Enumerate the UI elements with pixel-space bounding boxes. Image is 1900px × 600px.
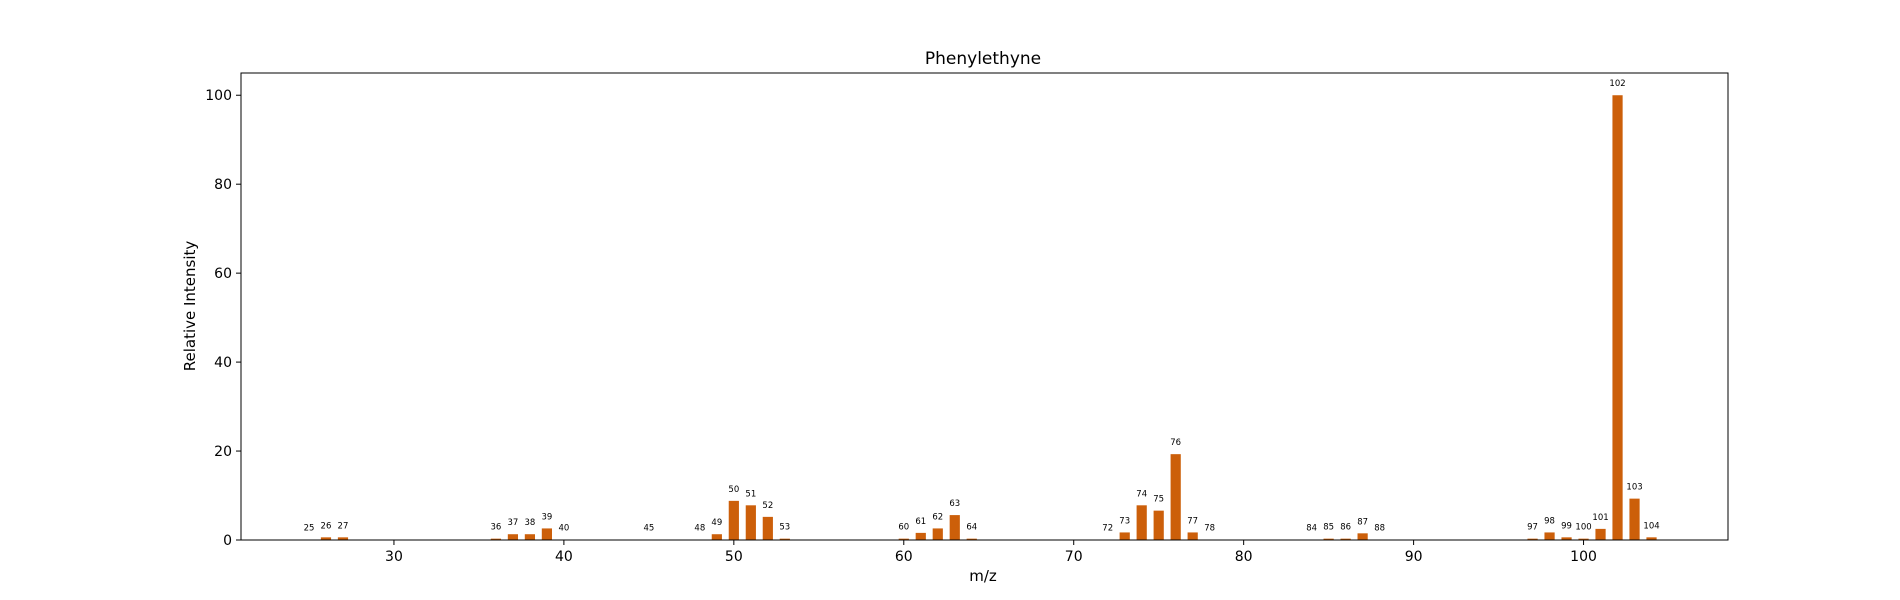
bar-label: 52 (762, 501, 773, 511)
bar (1136, 505, 1147, 540)
y-axis-title: Relative Intensity (181, 241, 199, 372)
bar (1357, 533, 1368, 540)
bar-label: 48 (694, 524, 705, 534)
bar (966, 538, 977, 540)
x-axis-title: m/z (969, 567, 997, 585)
bar (1578, 538, 1589, 540)
bar-label: 84 (1306, 524, 1317, 534)
bar (1544, 532, 1555, 540)
bar-label: 50 (728, 485, 739, 495)
bar (1595, 528, 1606, 540)
x-tick-label: 70 (1065, 549, 1083, 565)
bar (1340, 538, 1351, 540)
y-tick-label: 40 (214, 355, 232, 371)
y-axis-ticks: 0 20 40 60 80 100 (205, 88, 241, 549)
bar-label: 25 (304, 524, 315, 534)
y-tick-label: 20 (214, 444, 232, 460)
bar-label: 99 (1561, 521, 1572, 531)
x-tick-label: 60 (895, 549, 913, 565)
bar (728, 500, 739, 540)
bar (1323, 538, 1334, 540)
bar (1153, 510, 1164, 540)
bars-group (303, 95, 1657, 540)
bar-labels-group: 25 26 27 36 37 38 39 40 45 48 49 50 51 52 53 60 61 62 63 64… (304, 79, 1660, 533)
bar (711, 534, 722, 540)
y-tick-label: 60 (214, 266, 232, 282)
bar-label: 63 (949, 499, 960, 509)
bar-label: 74 (1136, 489, 1147, 499)
bar-label: 49 (711, 518, 722, 528)
bar-label: 103 (1626, 483, 1642, 493)
bar (949, 515, 960, 540)
bar-label: 102 (1609, 79, 1625, 89)
bar-label: 27 (338, 521, 349, 531)
bar-label: 104 (1643, 521, 1659, 531)
plot-frame (240, 72, 1729, 541)
bar-label: 38 (524, 518, 535, 528)
y-tick-label: 80 (214, 177, 232, 193)
bar-label: 45 (643, 524, 654, 534)
x-tick-label: 100 (1570, 549, 1597, 565)
bar-label: 86 (1340, 523, 1351, 533)
bar-label: 77 (1187, 516, 1198, 526)
bar-label: 51 (745, 489, 756, 499)
bar (932, 528, 943, 540)
bar (1170, 454, 1181, 540)
bar (745, 505, 756, 540)
bar-label: 75 (1153, 495, 1164, 505)
bar (898, 538, 909, 540)
bar-label: 39 (541, 512, 552, 522)
bar (507, 534, 519, 540)
bar-label: 36 (491, 523, 502, 533)
bar-label: 76 (1170, 438, 1181, 448)
bar-label: 97 (1527, 523, 1538, 533)
bar-label: 100 (1575, 523, 1591, 533)
bar-label: 53 (779, 523, 790, 533)
bar (320, 537, 332, 540)
bar (1629, 498, 1640, 540)
x-tick-label: 50 (725, 549, 743, 565)
bar-label: 64 (966, 523, 977, 533)
bar-label: 87 (1357, 517, 1368, 527)
bar-label: 85 (1323, 523, 1334, 533)
bar (1646, 537, 1657, 540)
x-tick-label: 40 (555, 549, 573, 565)
bar-label: 73 (1119, 516, 1130, 526)
bar-label: 61 (915, 517, 926, 527)
x-tick-label: 30 (385, 549, 403, 565)
bar (779, 538, 790, 540)
bar-label: 37 (507, 518, 518, 528)
bar (1612, 95, 1623, 540)
x-tick-label: 90 (1405, 549, 1423, 565)
bar-label: 62 (932, 512, 943, 522)
bar (337, 537, 349, 540)
bar-label: 98 (1544, 516, 1555, 526)
bar (1561, 537, 1572, 540)
x-tick-label: 80 (1235, 549, 1253, 565)
bar-label: 26 (321, 521, 332, 531)
bar-label: 101 (1592, 513, 1608, 523)
bar (1119, 532, 1130, 540)
y-tick-label: 100 (205, 88, 232, 104)
bar (524, 534, 536, 540)
bar (1527, 538, 1538, 540)
bar (762, 516, 773, 540)
bar-label: 72 (1102, 524, 1113, 534)
bar-label: 60 (898, 523, 909, 533)
bar-label: 88 (1374, 524, 1385, 534)
bar (1187, 532, 1198, 540)
chart-title: Phenylethyne (925, 49, 1041, 69)
y-tick-label: 0 (223, 533, 232, 549)
bar (490, 538, 502, 540)
bar (541, 528, 552, 540)
x-axis-ticks: 30 40 50 60 70 80 90 100 (385, 540, 1597, 565)
bar (915, 532, 926, 540)
bar-label: 40 (558, 524, 569, 534)
bar-label: 78 (1204, 524, 1215, 534)
